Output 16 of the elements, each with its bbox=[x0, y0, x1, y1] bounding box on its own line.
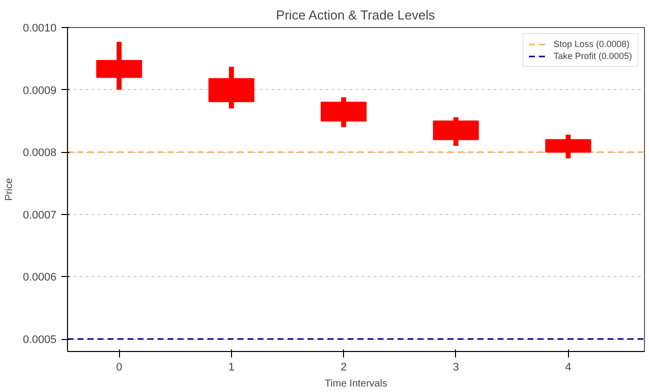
legend-label: Take Profit (0.0005) bbox=[553, 51, 632, 61]
y-axis-title: Price bbox=[4, 178, 15, 201]
x-tick-label: 2 bbox=[340, 362, 347, 374]
y-tick-label: 0.0009 bbox=[22, 84, 57, 97]
y-tick-label: 0.0010 bbox=[22, 22, 57, 34]
y-tick-label: 0.0006 bbox=[22, 272, 57, 284]
x-tick-label: 1 bbox=[228, 362, 234, 374]
y-tick-label: 0.0007 bbox=[22, 209, 57, 222]
y-tick-label: 0.0008 bbox=[22, 147, 57, 160]
x-tick-label: 3 bbox=[452, 362, 459, 374]
chart-title: Price Action & Trade Levels bbox=[276, 8, 436, 22]
x-axis-title: Time Intervals bbox=[324, 378, 388, 390]
y-tick-label: 0.0005 bbox=[22, 334, 57, 346]
x-tick-label: 4 bbox=[565, 362, 572, 374]
legend-label: Stop Loss (0.0008) bbox=[553, 39, 630, 49]
x-tick-label: 0 bbox=[116, 362, 122, 374]
